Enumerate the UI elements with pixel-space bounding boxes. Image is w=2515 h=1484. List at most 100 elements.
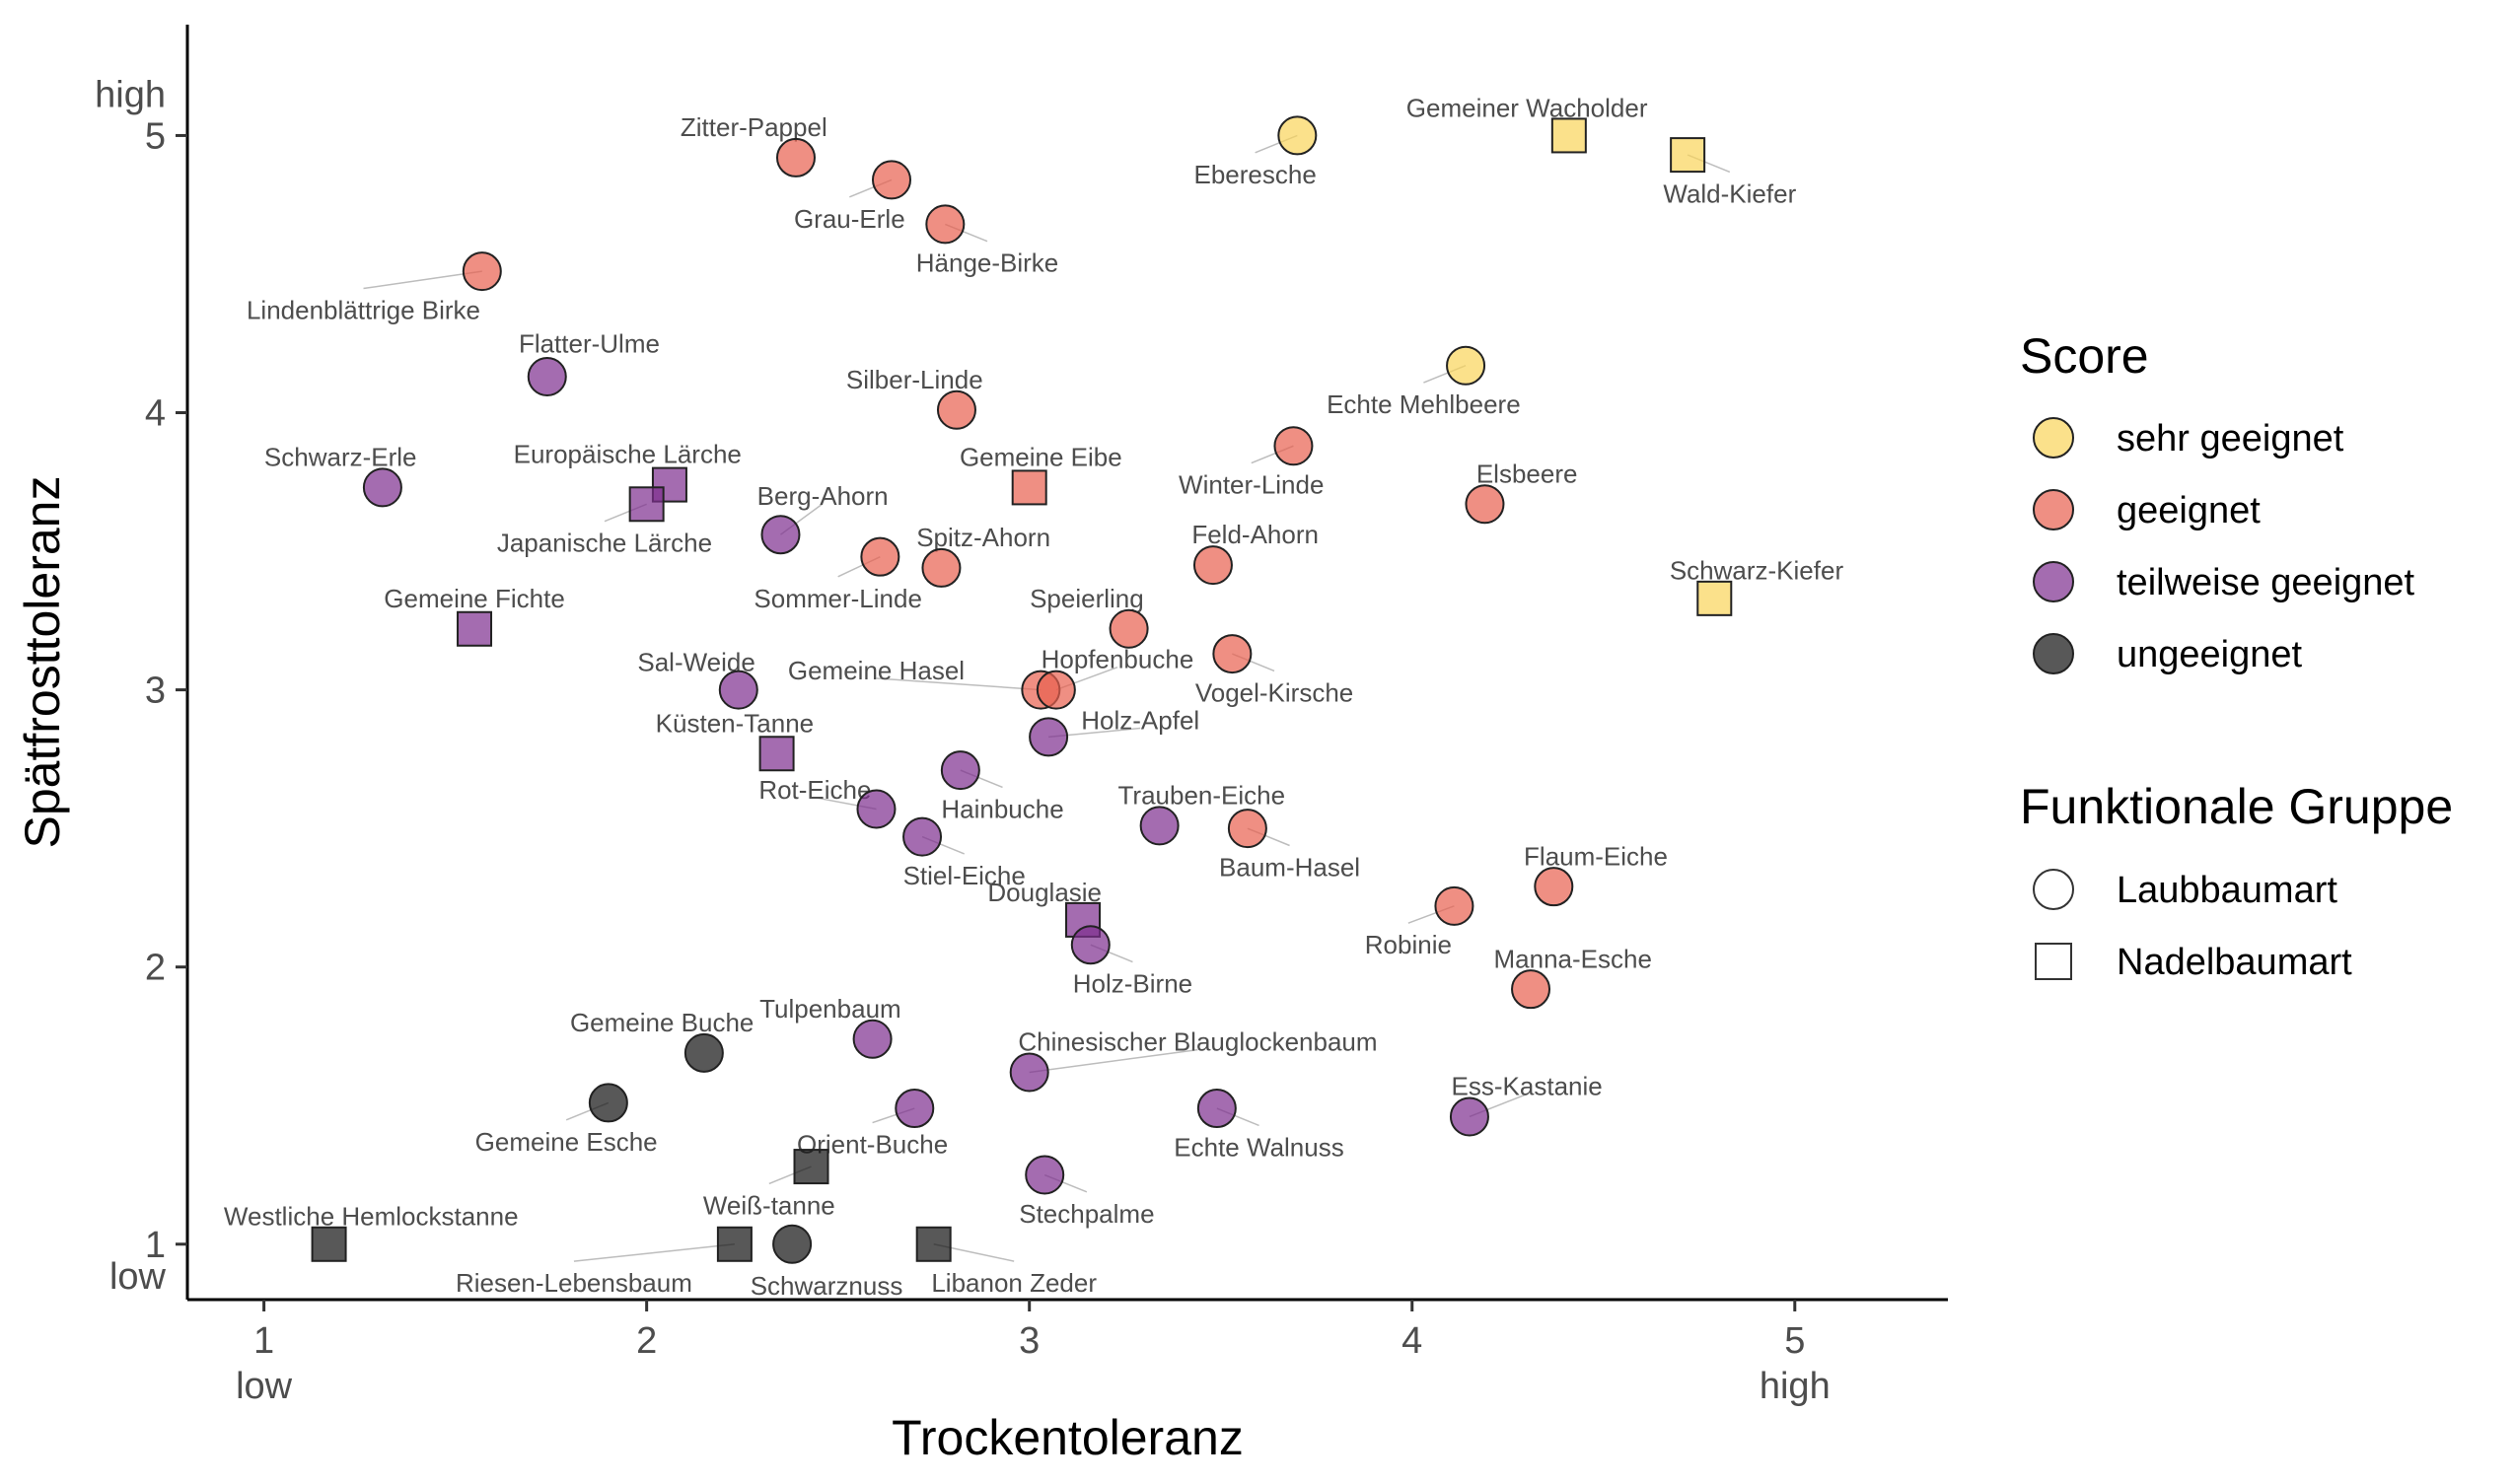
point-label: Europäische Lärche (514, 440, 742, 469)
y-tick-label: 4 (145, 393, 166, 435)
point-circle (925, 204, 966, 245)
point-circle (760, 515, 801, 555)
legend-group: Funktionale Gruppe Laubbaumart Nadelbauma… (2020, 779, 2453, 983)
point-circle (1434, 885, 1474, 926)
point-label: Ess-Kastanie (1452, 1072, 1603, 1101)
point-label: Zitter-Pappel (681, 112, 827, 142)
y-tick-sublabel: high (95, 74, 166, 115)
point-label: Elsbeere (1476, 459, 1578, 488)
point-label: Trauben-Eiche (1118, 780, 1286, 810)
point-circle (1139, 806, 1180, 846)
point-label: Echte Walnuss (1174, 1132, 1343, 1162)
x-tick-label: 2 (636, 1320, 657, 1362)
point-circle (462, 251, 502, 292)
point-label: Winter-Linde (1179, 470, 1324, 500)
point-square (1696, 580, 1733, 616)
point-circle (1196, 1089, 1237, 1129)
point-label: Riesen-Lebensbaum (456, 1268, 692, 1298)
point-circle (588, 1083, 628, 1123)
y-tick-label: 2 (145, 948, 166, 989)
y-tick-label: 3 (145, 671, 166, 712)
point-circle (895, 1089, 935, 1129)
label-leader-line (876, 677, 1042, 691)
point-circle (1227, 809, 1267, 849)
legend-score: Score sehr geeignet geeignet teilweise gee… (2020, 328, 2415, 675)
legend-group-key (2033, 869, 2074, 910)
point-circle (860, 536, 900, 577)
point-label: Holz-Birne (1073, 969, 1192, 999)
legend-score-key (2033, 561, 2074, 602)
point-label: Gemeine Fichte (384, 584, 565, 613)
point-label: Gemeine Esche (475, 1127, 658, 1157)
point-label: Japanische Lärche (497, 529, 712, 558)
legend-group-key (2035, 943, 2072, 980)
point-label: Rot-Eiche (758, 775, 871, 805)
point-label: Schwarz-Kiefer (1670, 556, 1844, 586)
point-circle (1277, 115, 1318, 156)
legend-score-key (2033, 417, 2074, 459)
legend-score-label: sehr geeignet (2117, 418, 2344, 459)
point-circle (1070, 925, 1111, 965)
point-square (628, 486, 665, 523)
point-label: Gemeiner Wacholder (1406, 93, 1648, 122)
x-axis-title: Trockentoleranz (892, 1410, 1244, 1465)
point-label: Lindenblättrige Birke (247, 296, 480, 325)
point-label: Flatter-Ulme (519, 328, 660, 358)
data-points (311, 115, 1733, 1264)
legend-group-label: Laubbaumart (2117, 870, 2337, 911)
point-square (793, 1149, 829, 1185)
point-label: Silber-Linde (846, 365, 983, 394)
x-tick-sublabel: low (236, 1366, 293, 1407)
legend-group-title: Funktionale Gruppe (2020, 779, 2453, 834)
point-square (1550, 117, 1587, 154)
point-square (716, 1226, 753, 1262)
point-label: Baum-Hasel (1219, 853, 1360, 883)
point-circle (1449, 1096, 1489, 1137)
point-label: Hopfenbuche (1042, 645, 1194, 674)
point-label: Flaum-Eiche (1524, 841, 1668, 871)
point-label: Manna-Esche (1494, 944, 1652, 973)
x-tick-label: 3 (1019, 1320, 1040, 1362)
point-label: Schwarznuss (751, 1271, 903, 1301)
legend-score-label: ungeeignet (2117, 634, 2303, 675)
point-label: Robinie (1365, 930, 1452, 959)
point-label: Grau-Erle (794, 204, 905, 234)
point-label: Tulpenbaum (759, 994, 901, 1024)
point-circle (527, 356, 567, 396)
point-circle (1036, 670, 1076, 710)
point-circle (872, 160, 911, 200)
legend-score-title: Score (2020, 328, 2149, 384)
point-label: Vogel-Kirsche (1195, 677, 1353, 707)
point-label: Berg-Ahorn (757, 481, 889, 511)
point-circle (718, 670, 758, 710)
point-circle (683, 1032, 724, 1073)
point-square (1670, 137, 1706, 174)
point-label: Stiel-Eiche (903, 861, 1026, 890)
point-circle (1009, 1052, 1049, 1093)
point-label: Libanon Zeder (931, 1268, 1097, 1298)
point-label: Gemeine Hasel (788, 656, 965, 685)
point-label: Eberesche (1193, 160, 1316, 189)
point-label: Gemeine Buche (570, 1008, 754, 1037)
legend-score-label: teilweise geeignet (2117, 562, 2415, 603)
point-label: Stechpalme (1019, 1199, 1154, 1229)
point-label: Echte Mehlbeere (1327, 389, 1521, 419)
point-circle (856, 789, 897, 829)
y-axis-title: Spätfrosttoleranz (15, 476, 70, 849)
point-circle (921, 547, 962, 588)
x-tick-label: 4 (1401, 1320, 1422, 1362)
point-label: Sommer-Linde (754, 584, 922, 613)
point-label: Douglasie (987, 878, 1102, 907)
point-circle (940, 750, 980, 791)
point-label: Chinesischer Blauglockenbaum (1018, 1027, 1377, 1057)
x-tick-label: 1 (253, 1320, 274, 1362)
point-label: Hänge-Birke (916, 248, 1059, 278)
point-label: Wald-Kiefer (1663, 178, 1796, 208)
point-square (915, 1226, 952, 1262)
point-circle (1192, 545, 1233, 586)
point-label: Westliche Hemlockstanne (224, 1202, 519, 1232)
label-leader-line (363, 270, 482, 290)
